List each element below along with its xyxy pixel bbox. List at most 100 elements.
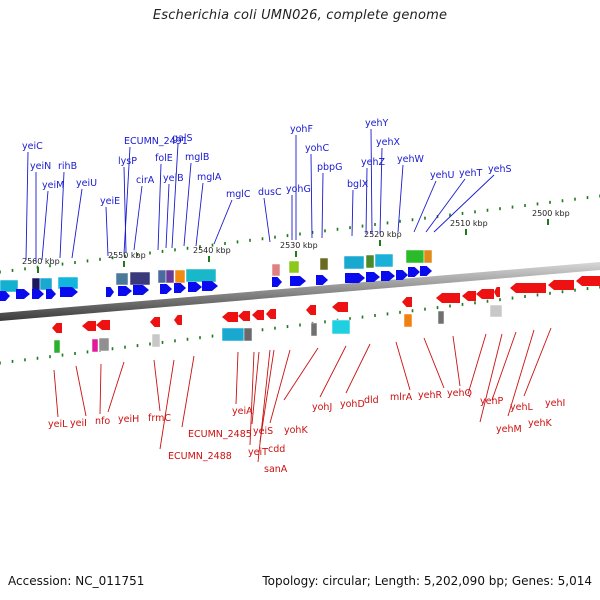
reverse-gene-arrow <box>576 276 600 286</box>
fwd-label-leader <box>41 190 49 261</box>
scale-tick <box>161 340 164 344</box>
rev-label-leader <box>53 369 59 418</box>
forward-gene-arrow <box>188 282 202 292</box>
reverse-gene-label: yehI <box>545 398 565 409</box>
rev-label-leader <box>319 345 347 398</box>
rev-label-leader <box>259 349 275 443</box>
rev-label-leader <box>467 333 487 395</box>
reverse-gene-arrow <box>510 283 546 293</box>
reverse-gene-arrow <box>150 317 160 327</box>
scale-tick <box>111 347 114 351</box>
forward-gene-arrow <box>316 275 328 285</box>
scale-tick <box>236 240 239 244</box>
rev-label-leader <box>107 361 125 413</box>
rev-label-leader <box>423 337 445 389</box>
scale-tick <box>424 307 426 311</box>
scale-tick <box>149 342 151 346</box>
reverse-gene-label: cdd <box>268 444 285 455</box>
scale-major-tick <box>208 256 210 262</box>
reverse-gene-label: ECUMN_2485 <box>188 429 252 440</box>
rev-label-leader <box>345 343 371 394</box>
scale-tick <box>211 243 214 247</box>
scale-tick <box>474 210 476 214</box>
forward-gene-arrow <box>396 270 408 280</box>
reverse-gene-arrow <box>82 321 96 331</box>
scale-tick <box>124 254 126 258</box>
scale-tick <box>374 314 376 317</box>
scale-tick <box>399 310 401 314</box>
feature-block <box>403 313 413 328</box>
scale-tick <box>486 208 489 212</box>
fwd-label-leader <box>123 166 127 253</box>
scale-major-tick <box>37 267 39 273</box>
scale-major-tick <box>547 219 549 225</box>
scale-major-tick <box>465 229 467 235</box>
forward-gene-label: yeiU <box>76 178 97 189</box>
forward-gene-arrow <box>16 289 30 299</box>
scale-tick <box>211 334 214 338</box>
forward-gene-label: mglA <box>197 172 222 183</box>
scale-label: 2540 kbp <box>193 246 231 255</box>
scale-tick <box>461 302 464 306</box>
rev-label-leader <box>395 341 411 391</box>
forward-gene-arrow <box>366 272 380 282</box>
forward-gene-label: ECUMN_2491 <box>124 136 188 147</box>
scale-tick <box>549 200 551 204</box>
scale-label: 2520 kbp <box>364 230 402 239</box>
genome-title: Escherichia coli UMN026, complete genome <box>152 8 448 23</box>
scale-tick <box>449 213 451 217</box>
fwd-label-leader <box>105 206 109 257</box>
scale-tick <box>474 301 476 305</box>
fwd-label-leader <box>370 128 373 235</box>
scale-tick <box>0 361 1 365</box>
feature-block <box>243 327 253 342</box>
feature-block <box>331 319 351 335</box>
forward-gene-label: yeiN <box>30 161 51 172</box>
forward-gene-label: yehW <box>397 154 424 165</box>
scale-tick <box>86 350 89 354</box>
scale-tick <box>249 238 251 242</box>
scale-major-tick <box>379 240 381 246</box>
fwd-label-leader <box>171 143 179 249</box>
scale-tick <box>286 325 289 329</box>
scale-ticks: 2500 kbp 2510 kbp 2520 kbp 2530 kbp 2540 kbp… <box>0 194 600 365</box>
genome-backbone <box>0 262 600 321</box>
scale-tick <box>574 288 576 292</box>
reverse-gene-label: yeiL <box>48 419 68 430</box>
scale-tick <box>286 234 289 238</box>
scale-tick <box>61 262 64 266</box>
fwd-label-leader <box>263 197 271 243</box>
scale-tick <box>124 345 126 349</box>
reverse-gene-label: yehL <box>510 402 533 413</box>
scale-label: 2500 kbp <box>532 209 570 218</box>
scale-tick <box>336 227 339 231</box>
feature-block <box>423 249 433 264</box>
reverse-gene-label: yohJ <box>312 402 332 413</box>
forward-gene-label: dusC <box>258 187 282 198</box>
rev-label-leader <box>159 359 175 450</box>
scale-tick <box>149 251 151 255</box>
scale-tick <box>311 230 314 234</box>
scale-tick <box>111 256 114 260</box>
scale-tick <box>411 309 414 313</box>
scale-tick <box>374 223 376 226</box>
scale-tick <box>274 326 276 330</box>
scale-tick <box>49 355 51 359</box>
rev-label-leader <box>523 327 552 397</box>
scale-tick <box>49 264 51 268</box>
forward-gene-arrow <box>408 267 420 277</box>
forward-gene-label: mglC <box>226 189 251 200</box>
scale-tick <box>424 216 426 220</box>
feature-block <box>98 337 110 352</box>
reverse-gene-label: yehQ <box>447 388 472 399</box>
scale-tick <box>74 352 76 355</box>
forward-gene-arrow <box>202 281 218 291</box>
scale-tick <box>561 290 564 294</box>
forward-gene-label: yeiB <box>163 173 184 184</box>
fwd-label-leader <box>310 153 313 239</box>
scale-tick <box>411 218 414 222</box>
rev-label-leader <box>251 351 260 425</box>
scale-tick <box>386 221 389 225</box>
reverse-gene-arrow <box>96 320 110 330</box>
fwd-label-leader <box>351 189 354 237</box>
